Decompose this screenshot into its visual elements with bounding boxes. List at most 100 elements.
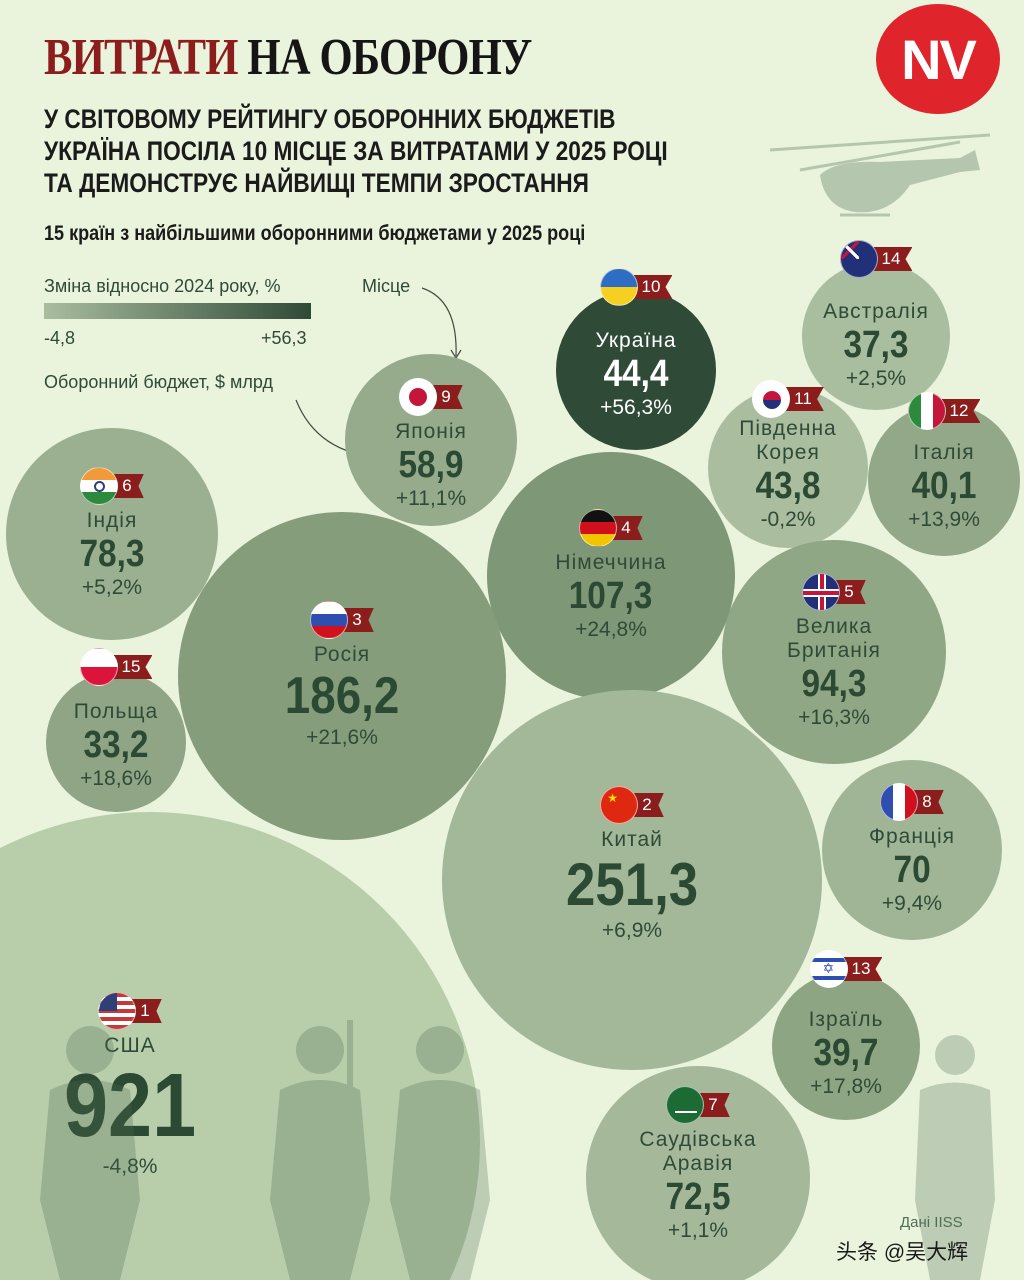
change-percent: +21,6% — [306, 726, 378, 749]
flag-uk-icon — [802, 573, 841, 611]
rank-badge: 2 — [634, 793, 664, 817]
page-title: ВИТРАТИ НА ОБОРОНУ — [44, 28, 532, 87]
bubble-israel: ✡ 13 Ізраїль 39,7 +17,8% — [772, 950, 920, 1120]
bubble-russia: 3 Росія 186,2 +21,6% — [178, 512, 506, 840]
change-percent: +5,2% — [81, 576, 143, 599]
budget-value: 921 — [64, 1058, 196, 1154]
change-percent: -0,2% — [760, 508, 816, 531]
budget-value: 39,7 — [813, 1032, 879, 1074]
subtitle-line: УКРАЇНА ПОСІЛА 10 МІСЦЕ ЗА ВИТРАТАМИ У 2… — [44, 136, 668, 166]
rank-badge: 5 — [836, 580, 866, 604]
soldier-silhouette-icon — [915, 1035, 995, 1280]
budget-value: 40,1 — [911, 465, 977, 507]
flag-india-icon — [80, 467, 119, 505]
change-percent: +56,3% — [600, 396, 672, 419]
change-percent: -4,8% — [103, 1154, 158, 1180]
country-name: Австралія — [823, 300, 929, 323]
legend-min: -4,8 — [44, 328, 76, 348]
subtitle-line: ТА ДЕМОНСТРУЄ НАЙВИЩІ ТЕМПИ ЗРОСТАННЯ — [44, 168, 589, 198]
country-name: Японія — [395, 420, 467, 443]
country-name: Італія — [913, 441, 975, 464]
bubble-japan: 9 Японія 58,9 +11,1% — [345, 354, 517, 526]
rank-badge: 7 — [700, 1093, 730, 1117]
rank-badge: 8 — [914, 790, 944, 814]
flag-poland-icon — [79, 648, 118, 686]
budget-value: 78,3 — [79, 533, 145, 575]
rank-badge: 3 — [344, 608, 374, 632]
flag-south-korea-icon — [752, 380, 791, 418]
country-name: Індія — [86, 509, 138, 532]
soldier-silhouette-icon — [270, 1020, 370, 1280]
budget-value: 107,3 — [569, 575, 653, 617]
soldier-silhouette-icon — [40, 1026, 140, 1280]
bubble-china: ★ 2 Китай 251,3 +6,9% — [442, 690, 822, 1070]
bubble-saudi-arabia: 7 Саудівська Аравія 72,5 +1,1% — [586, 1066, 810, 1280]
country-name: Саудівська Аравія — [639, 1128, 757, 1175]
flag-israel-icon: ✡ — [809, 950, 848, 988]
country-name: Польща — [73, 700, 159, 723]
flag-germany-icon — [579, 509, 618, 547]
budget-value: 251,3 — [565, 851, 699, 918]
flag-ukraine-icon — [599, 268, 638, 306]
budget-value: 37,3 — [843, 324, 909, 366]
rank-badge: 10 — [633, 275, 673, 299]
budget-value: 70 — [893, 849, 931, 891]
bubble-south-korea: 11 Південна Корея 43,8 -0,2% — [708, 380, 868, 548]
legend-budget-label: Оборонний бюджет, $ млрд — [44, 372, 273, 392]
change-percent: +9,4% — [881, 892, 943, 915]
budget-value: 186,2 — [284, 667, 400, 725]
helicopter-icon — [769, 133, 991, 217]
flag-saudi-arabia-icon — [666, 1086, 705, 1124]
country-name: Ізраїль — [808, 1008, 884, 1031]
bubble-germany: 4 Німеччина 107,3 +24,8% — [487, 452, 735, 700]
rank-badge: 4 — [613, 516, 643, 540]
subtitle: У СВІТОВОМУ РЕЙТИНГУ ОБОРОННИХ БЮДЖЕТІВ … — [44, 103, 668, 199]
bubble-poland: 15 Польща 33,2 +18,6% — [46, 648, 186, 812]
legend-max: +56,3 — [261, 328, 307, 348]
chart-subhead: 15 країн з найбільшими оборонними бюджет… — [44, 222, 586, 245]
country-name: Південна Корея — [739, 417, 837, 464]
change-percent: +11,1% — [395, 487, 467, 510]
rank-badge: 6 — [114, 474, 144, 498]
legend-place-label: Місце — [362, 276, 411, 296]
country-name: Велика Британія — [787, 615, 881, 662]
flag-australia-icon — [839, 240, 878, 278]
rank-badge: 14 — [873, 247, 913, 271]
change-percent: +16,3% — [798, 706, 870, 729]
bubble-ukraine: 10 Україна 44,4 +56,3% — [556, 268, 716, 450]
budget-value: 94,3 — [801, 663, 867, 705]
watermark: 头条 @吴大辉 — [836, 1241, 969, 1264]
rank-badge: 9 — [433, 385, 463, 409]
change-percent: +2,5% — [845, 367, 907, 390]
budget-value: 44,4 — [603, 353, 669, 395]
change-percent: +17,8% — [810, 1075, 882, 1098]
flag-us-icon — [98, 992, 137, 1030]
change-percent: +18,6% — [80, 767, 152, 790]
flag-france-icon — [880, 783, 919, 821]
bubble-australia: 14 Австралія 37,3 +2,5% — [802, 240, 950, 410]
budget-value: 43,8 — [755, 465, 821, 507]
rank-badge: 15 — [113, 655, 153, 679]
nv-logo: NV — [876, 4, 1000, 114]
legend-gradient-bar — [44, 303, 311, 319]
title-black: НА ОБОРОНУ — [247, 29, 532, 86]
country-name: США — [104, 1034, 156, 1057]
change-percent: +13,9% — [908, 508, 980, 531]
bubble-india: 6 Індія 78,3 +5,2% — [6, 428, 218, 640]
bubble-uk: 5 Велика Британія 94,3 +16,3% — [722, 540, 946, 764]
legend-change-label: Зміна відносно 2024 року, % — [44, 276, 281, 296]
budget-value: 72,5 — [665, 1176, 731, 1218]
rank-badge: 13 — [843, 957, 883, 981]
budget-value: 58,9 — [398, 444, 464, 486]
flag-china-icon: ★ — [600, 786, 639, 824]
flag-russia-icon — [310, 601, 349, 639]
country-name: Росія — [313, 643, 371, 666]
country-name: Німеччина — [555, 551, 667, 574]
flag-japan-icon — [399, 378, 438, 416]
change-percent: +24,8% — [575, 618, 647, 641]
subtitle-line: У СВІТОВОМУ РЕЙТИНГУ ОБОРОННИХ БЮДЖЕТІВ — [44, 104, 616, 134]
soldier-silhouette-icon — [390, 1026, 490, 1280]
title-red: ВИТРАТИ — [44, 29, 238, 86]
country-name: Китай — [601, 828, 663, 851]
bubble-italy: 12 Італія 40,1 +13,9% — [868, 392, 1020, 556]
